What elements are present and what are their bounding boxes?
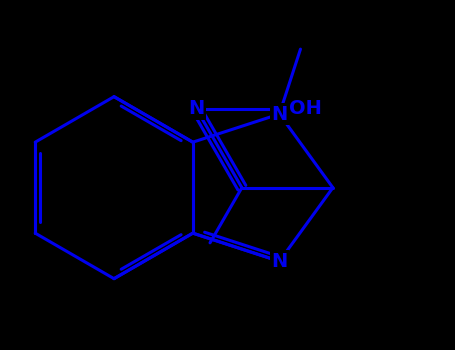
Text: OH: OH (289, 99, 322, 118)
Text: N: N (271, 252, 288, 271)
Text: N: N (188, 99, 204, 118)
Text: N: N (271, 105, 288, 124)
